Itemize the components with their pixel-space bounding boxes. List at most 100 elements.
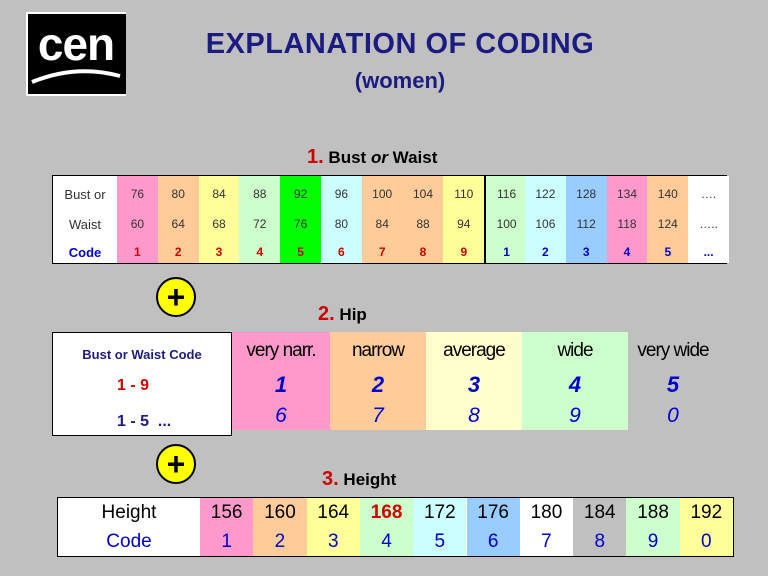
bust-value: 76 [130, 187, 145, 201]
row-label-bust: Bust or [64, 187, 106, 202]
height-code: 4 [381, 531, 392, 552]
bust-waist-column: 116 100 1 [484, 176, 527, 263]
hip-code-primary: 5 [666, 372, 680, 397]
height-column: 156 1 [200, 498, 254, 556]
hip-code-secondary: 7 [372, 404, 384, 427]
bust-waist-column: 88 72 4 [239, 176, 281, 263]
height-value: 184 [583, 502, 616, 523]
height-column: 172 5 [413, 498, 467, 556]
hip-code-secondary: 8 [468, 404, 480, 427]
code-value: 6 [338, 245, 345, 259]
code-value: 4 [256, 245, 264, 259]
code-value: 7 [378, 245, 386, 259]
code-value: 4 [623, 245, 631, 259]
bust-waist-column: 76 60 1 [117, 176, 158, 263]
row-label-waist: Waist [68, 217, 102, 232]
bust-waist-column: 84 68 3 [198, 176, 240, 263]
code-value: ... [703, 245, 714, 259]
waist-value: ….. [699, 217, 718, 231]
bust-value: 88 [253, 187, 267, 201]
section-label-height: Height [343, 470, 397, 489]
row-labels-column: Bust or Waist Code [53, 176, 117, 263]
row-label-height: Height [101, 502, 157, 523]
height-value: 168 [370, 502, 403, 523]
waist-value: 84 [375, 217, 389, 231]
section-number: 3. [322, 468, 339, 490]
bust-waist-table: Bust or Waist Code 76 60 1 80 64 2 84 68 3 88 72 4 9… [52, 175, 729, 264]
section-number: 2. [318, 303, 335, 325]
code-value: 8 [419, 245, 427, 259]
height-code: 2 [274, 531, 286, 552]
height-row-labels: Height Code [58, 498, 200, 556]
height-column: 168 4 [359, 498, 414, 556]
hip-table: very narr. 1 6 narrow 2 7 average 3 8 wide 4 9 very … [232, 332, 718, 430]
section-bust-waist-title: 1. Bust or Waist [307, 146, 437, 169]
waist-value: 100 [496, 217, 517, 231]
hip-code-primary: 4 [568, 372, 582, 397]
code-value: 3 [215, 245, 223, 259]
waist-value: 88 [416, 217, 430, 231]
code-value: 3 [582, 245, 590, 259]
bust-value: 140 [657, 187, 678, 201]
section-label-hip: Hip [339, 305, 367, 324]
waist-value: 68 [212, 217, 226, 231]
height-value: 164 [317, 502, 350, 523]
height-code: 0 [701, 531, 712, 552]
bust-value: 100 [372, 187, 393, 201]
page-title: EXPLANATION OF CODING [205, 28, 595, 60]
bust-waist-column: 110 94 9 [443, 176, 485, 263]
bust-waist-column: …. …..... [688, 176, 729, 263]
waist-value: 124 [657, 217, 678, 231]
height-code: 7 [541, 531, 552, 552]
hip-column: narrow 2 7 [330, 332, 426, 430]
height-code: 9 [647, 531, 659, 552]
logo-swoosh-icon [31, 69, 121, 84]
bust-value: 134 [616, 187, 637, 201]
hip-code-range-2: 1 - 5 ... [117, 413, 172, 430]
height-column: 164 3 [306, 498, 360, 556]
waist-value: 80 [334, 217, 349, 231]
height-column: 176 6 [466, 498, 520, 556]
height-value: 160 [264, 502, 296, 523]
waist-value: 94 [457, 217, 471, 231]
waist-value: 72 [253, 217, 267, 231]
hip-code-secondary: 0 [667, 404, 679, 427]
height-code: 6 [487, 531, 499, 552]
section-height-title: 3. Height [322, 468, 396, 491]
cen-logo-text: cen [37, 18, 115, 70]
plus-icon: + [156, 444, 196, 484]
section-hip-title: 2. Hip [318, 303, 367, 326]
bust-value: 110 [454, 187, 474, 201]
page-subtitle: (women) [354, 68, 446, 93]
bust-value: 128 [576, 187, 597, 201]
waist-value: 64 [171, 217, 185, 231]
waist-value: 76 [293, 217, 308, 231]
height-value: 156 [210, 502, 243, 523]
bust-value: 122 [535, 187, 556, 201]
hip-label: wide [557, 340, 593, 361]
height-column: 180 7 [519, 498, 574, 556]
hip-code-primary: 3 [467, 372, 481, 397]
cen-logo [26, 12, 126, 96]
bust-value: 116 [497, 187, 517, 201]
hip-label: very wide [637, 340, 709, 361]
height-code: 3 [327, 531, 339, 552]
height-value: 172 [423, 502, 456, 523]
hip-code-box-title: Bust or Waist Code [82, 347, 202, 362]
bust-value: 80 [171, 187, 185, 201]
waist-value: 118 [617, 217, 637, 231]
bust-waist-column: 80 64 2 [157, 176, 199, 263]
plus-icon: + [156, 277, 196, 317]
hip-column: average 3 8 [426, 332, 522, 430]
bust-waist-column: 96 80 6 [321, 176, 362, 263]
height-value: 176 [477, 502, 509, 523]
hip-code-secondary: 6 [275, 404, 287, 427]
hip-column: very narr. 1 6 [232, 332, 330, 430]
height-column: 188 9 [626, 498, 680, 556]
height-column: 184 8 [573, 498, 627, 556]
hip-code-box: Bust or Waist Code 1 - 9 1 - 5 ... [52, 332, 232, 436]
bust-value: 92 [293, 187, 308, 201]
bust-value: 96 [334, 187, 349, 201]
height-column: 192 0 [679, 498, 733, 556]
height-value: 188 [637, 502, 669, 523]
